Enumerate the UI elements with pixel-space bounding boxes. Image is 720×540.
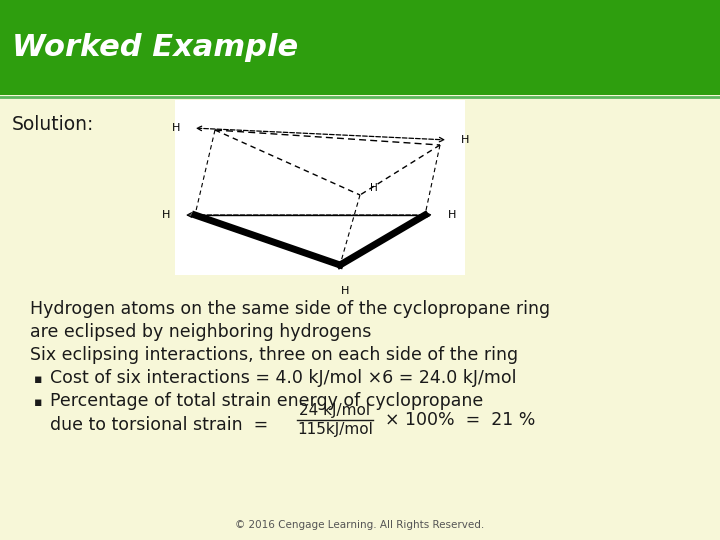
- Text: H: H: [341, 286, 349, 296]
- Text: Worked Example: Worked Example: [12, 33, 298, 62]
- Text: H: H: [171, 123, 180, 133]
- Text: H: H: [461, 135, 469, 145]
- Text: Solution:: Solution:: [12, 114, 94, 133]
- Text: Hydrogen atoms on the same side of the cyclopropane ring: Hydrogen atoms on the same side of the c…: [30, 300, 550, 318]
- Text: due to torsional strain  =: due to torsional strain =: [50, 416, 269, 434]
- Text: ▪: ▪: [34, 396, 42, 409]
- Text: are eclipsed by neighboring hydrogens: are eclipsed by neighboring hydrogens: [30, 323, 372, 341]
- Text: H: H: [370, 183, 378, 193]
- Bar: [0, 0, 720, 94]
- Text: 115kJ/mol: 115kJ/mol: [297, 422, 373, 437]
- Bar: [175, 100, 465, 275]
- Text: Cost of six interactions = 4.0 kJ/mol ×6 = 24.0 kJ/mol: Cost of six interactions = 4.0 kJ/mol ×6…: [50, 369, 516, 387]
- Text: H: H: [448, 210, 456, 220]
- Text: © 2016 Cengage Learning. All Rights Reserved.: © 2016 Cengage Learning. All Rights Rese…: [235, 520, 485, 530]
- Text: Six eclipsing interactions, three on each side of the ring: Six eclipsing interactions, three on eac…: [30, 346, 518, 364]
- Text: 24 kJ/mol: 24 kJ/mol: [300, 403, 371, 417]
- Text: × 100%  =  21 %: × 100% = 21 %: [385, 410, 536, 429]
- Text: Percentage of total strain energy of cyclopropane: Percentage of total strain energy of cyc…: [50, 393, 483, 410]
- Text: ▪: ▪: [34, 373, 42, 387]
- Text: H: H: [161, 210, 170, 220]
